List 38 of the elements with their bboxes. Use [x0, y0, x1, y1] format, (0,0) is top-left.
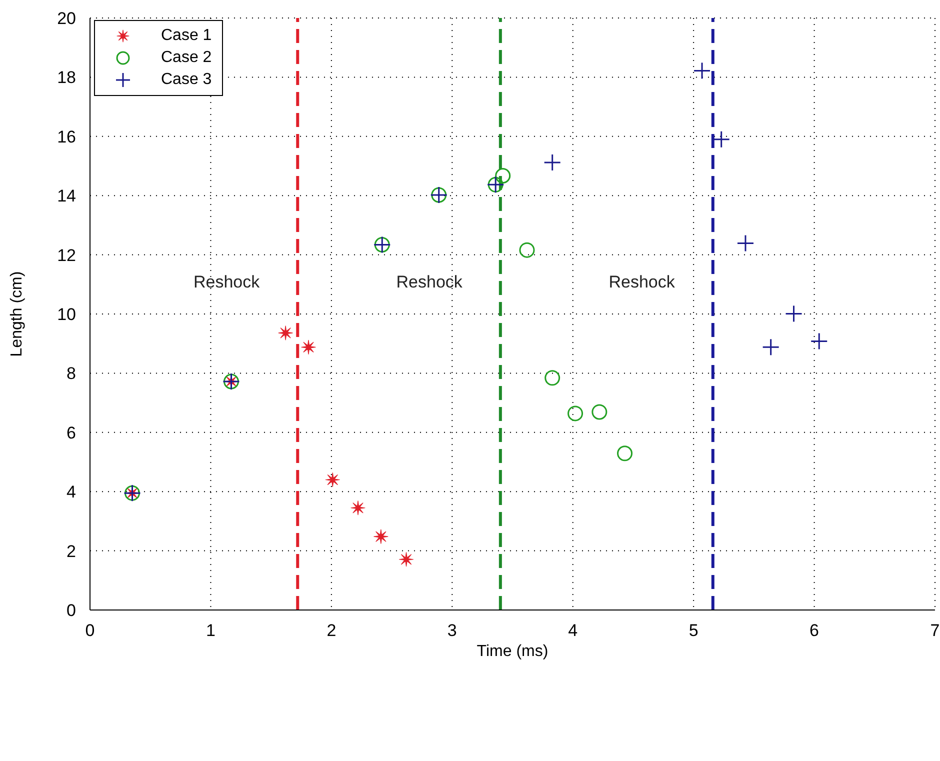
y-tick-label: 12 — [57, 246, 76, 265]
y-tick-label: 6 — [66, 423, 76, 442]
x-tick-label: 5 — [688, 621, 698, 640]
point — [617, 446, 633, 462]
x-tick-label: 3 — [447, 621, 457, 640]
y-tick-label: 0 — [66, 601, 76, 620]
legend-label: Case 1 — [161, 27, 212, 45]
y-tick-label: 14 — [57, 186, 76, 206]
y-tick-label: 10 — [57, 305, 76, 324]
y-tick-label: 16 — [57, 127, 76, 146]
x-tick-label: 4 — [568, 621, 578, 640]
point — [398, 552, 414, 567]
y-tick-label: 20 — [57, 9, 76, 28]
point — [278, 326, 293, 340]
legend-label: Case 3 — [161, 71, 212, 89]
point — [301, 340, 316, 354]
point — [374, 529, 388, 544]
point — [568, 406, 584, 422]
x-tick-label: 1 — [206, 621, 216, 640]
y-tick-label: 4 — [66, 482, 76, 502]
point — [519, 242, 535, 258]
y-tick-label: 2 — [66, 542, 76, 561]
point — [592, 404, 608, 420]
x-tick-label: 2 — [326, 621, 336, 640]
ref-line-label: Reshock — [193, 272, 260, 292]
point — [544, 370, 560, 386]
y-axis-title: Length (cm) — [8, 271, 26, 357]
ref-line-label: Reshock — [396, 272, 463, 292]
y-tick-label: 18 — [57, 68, 76, 88]
x-tick-label: 7 — [930, 621, 940, 640]
ref-line-label: Reshock — [608, 272, 676, 292]
legend-label: Case 2 — [161, 49, 212, 67]
y-tick-label: 8 — [66, 364, 76, 384]
point — [325, 472, 340, 488]
x-axis-title: Time (ms) — [476, 643, 548, 660]
x-tick-label: 6 — [810, 621, 820, 640]
x-tick-label: 0 — [85, 621, 95, 640]
point — [350, 500, 366, 516]
